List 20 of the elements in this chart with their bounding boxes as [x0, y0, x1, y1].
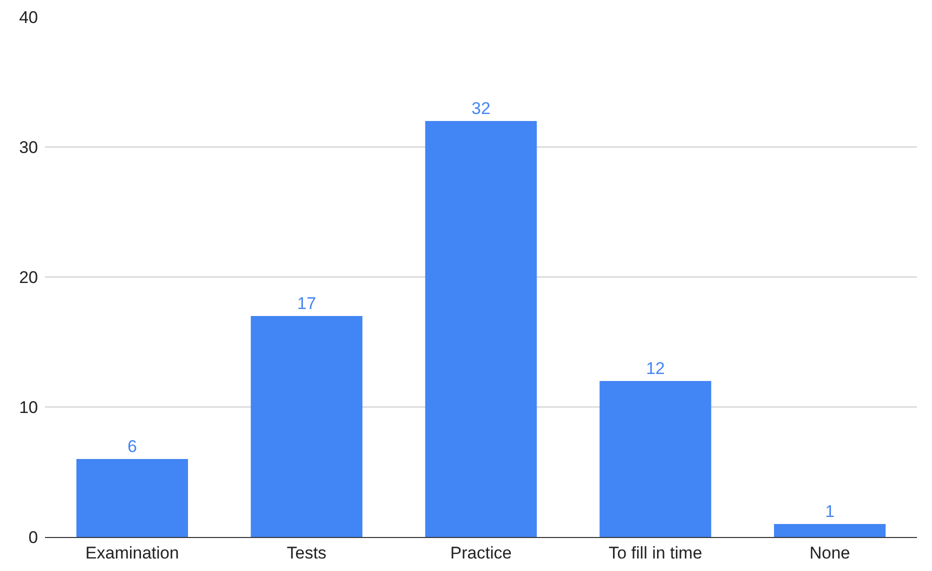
- bar: [425, 121, 537, 537]
- data-label: 1: [825, 502, 835, 521]
- x-tick-label: None: [809, 543, 850, 562]
- x-tick-label: Examination: [85, 543, 179, 562]
- y-tick-label: 0: [28, 528, 38, 547]
- x-tick-label: Practice: [450, 543, 512, 562]
- x-tick-label: To fill in time: [608, 543, 702, 562]
- data-label: 6: [127, 437, 137, 456]
- bar: [600, 381, 712, 537]
- y-tick-label: 20: [19, 268, 38, 287]
- data-label: 12: [646, 359, 665, 378]
- bar: [774, 524, 886, 537]
- bar: [76, 459, 188, 537]
- data-label: 17: [297, 294, 316, 313]
- x-tick-label: Tests: [286, 543, 326, 562]
- data-label: 32: [472, 99, 490, 118]
- bar: [250, 316, 362, 537]
- y-tick-label: 40: [19, 8, 38, 27]
- y-tick-label: 10: [19, 398, 38, 417]
- y-tick-label: 30: [19, 138, 38, 157]
